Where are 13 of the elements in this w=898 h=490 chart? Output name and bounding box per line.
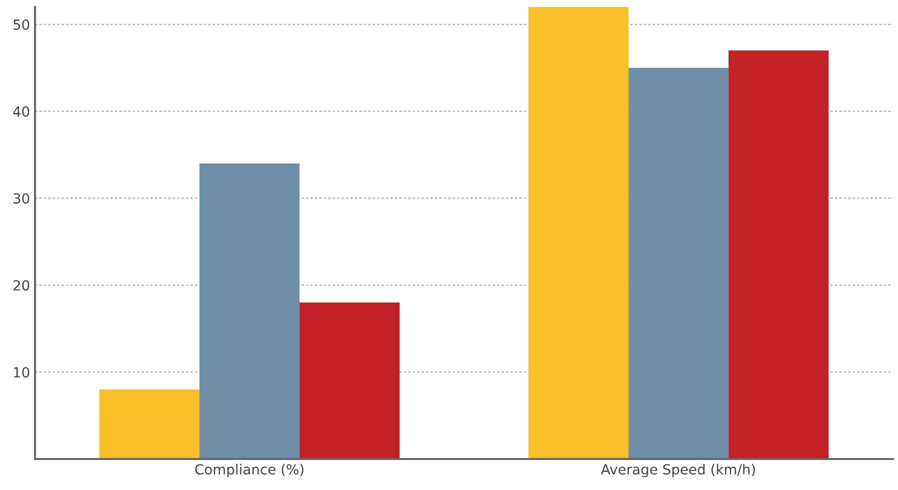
bar bbox=[728, 50, 829, 459]
bar bbox=[99, 389, 200, 459]
x-tick-label: Average Speed (km/h) bbox=[600, 464, 755, 478]
y-tick-label: 50 bbox=[14, 19, 30, 30]
y-tick-label: 20 bbox=[13, 280, 30, 291]
bar bbox=[300, 302, 400, 459]
y-tick-label: 40 bbox=[13, 106, 30, 117]
y-tick-label: 10 bbox=[14, 367, 30, 378]
x-tick-label: Compliance (%) bbox=[195, 464, 304, 478]
bar bbox=[199, 163, 300, 459]
bar bbox=[528, 7, 628, 459]
y-tick-label: 30 bbox=[14, 193, 30, 204]
bar bbox=[628, 68, 729, 459]
